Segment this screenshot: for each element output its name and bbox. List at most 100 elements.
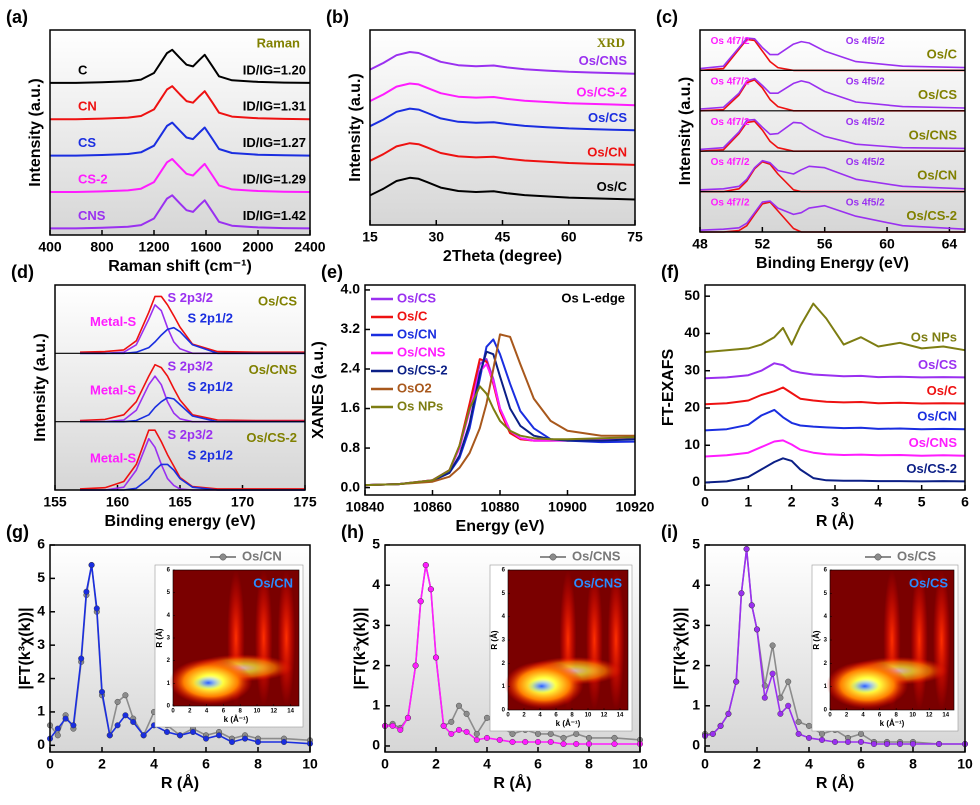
inset-x-tick-label: 14: [942, 713, 949, 719]
plot-frame: [704, 544, 966, 753]
legend-marker: [549, 553, 557, 561]
data-point: [54, 732, 61, 739]
legend-label: Os/C: [397, 308, 428, 323]
y-tick-label: 40: [684, 324, 700, 340]
data-point: [795, 730, 802, 737]
inset-y-label: R (Å): [155, 628, 164, 647]
inset-title: Os/CS: [909, 575, 948, 590]
x-tick-label: 6: [857, 756, 865, 772]
inset-x-label: k (Å⁻¹): [556, 719, 581, 728]
ratio-annotation: ID/IG=1.20: [243, 62, 306, 77]
subpanel-name: Os/CNS: [909, 127, 958, 142]
legend-label: Os/CS-2: [397, 362, 448, 377]
series-line: [699, 159, 966, 191]
data-point: [845, 738, 852, 745]
data-point: [78, 655, 85, 662]
data-point: [241, 735, 248, 742]
y-tick-label: 3.2: [341, 320, 361, 336]
inset-y-label: R (Å): [490, 630, 499, 649]
inset-x-tick-label: 0: [506, 713, 510, 719]
x-tick-label: 56: [817, 236, 833, 252]
x-tick-label: 2: [98, 756, 106, 772]
x-axis-label: R (Å): [816, 511, 854, 530]
data-point: [463, 728, 470, 735]
x-axis-label: Binding Energy (eV): [756, 255, 909, 272]
legend-label: Os/CN: [397, 326, 437, 341]
x-tick-label: 0: [701, 494, 709, 510]
inset-y-tick-label: 3: [824, 638, 828, 644]
data-point: [176, 732, 183, 739]
data-point: [455, 726, 462, 733]
x-axis-label: R (Å): [493, 773, 531, 792]
y-tick-label: 3: [372, 616, 380, 632]
data-point: [560, 740, 567, 747]
y-tick-label: 0: [37, 736, 45, 752]
data-point: [448, 730, 455, 737]
x-tick-label: 6: [202, 756, 210, 772]
series-label: Os NPs: [911, 330, 957, 345]
data-point: [819, 736, 826, 743]
data-point: [819, 730, 826, 737]
legend-marker: [219, 553, 227, 561]
data-point: [122, 712, 129, 719]
data-point: [88, 562, 95, 569]
data-point: [122, 692, 129, 699]
peak-label: S 2p3/2: [168, 290, 214, 305]
y-tick-label: 3: [692, 616, 700, 632]
x-tick-label: 52: [755, 236, 771, 252]
ratio-annotation: ID/IG=1.27: [243, 135, 306, 150]
x-tick-label: 4: [874, 494, 882, 510]
x-tick-label: 75: [627, 229, 643, 245]
data-point: [573, 740, 580, 747]
x-tick-label: 2000: [242, 239, 273, 255]
heatmap-ridge: [607, 570, 625, 710]
data-point: [389, 722, 396, 729]
x-axis-label: Raman shift (cm⁻¹): [108, 258, 252, 275]
series-line: [369, 82, 636, 107]
data-point: [743, 546, 750, 553]
y-tick-label: 3: [37, 636, 45, 652]
series-line: [699, 200, 966, 231]
panel-note: Os L-edge: [561, 290, 625, 305]
data-point: [412, 662, 419, 669]
inset-y-tick-label: 0: [167, 704, 171, 710]
peak-label: S 2p1/2: [188, 447, 234, 462]
series-label: CN: [78, 99, 97, 114]
inset-x-tick-label: 14: [287, 709, 294, 715]
peak-label: Os 4f7/2: [711, 76, 750, 87]
plot-frame: [699, 29, 966, 233]
y-tick-label: 4: [692, 576, 700, 592]
inset-x-tick-label: 12: [926, 713, 933, 719]
data-point: [547, 738, 554, 745]
series-line: [699, 37, 966, 70]
x-tick-label: 5: [918, 494, 926, 510]
inset-x-tick-label: 14: [617, 713, 624, 719]
data-point: [130, 718, 137, 725]
peak-label: Os 4f5/2: [846, 157, 885, 168]
inset-y-tick-label: 0: [502, 708, 506, 714]
panel-label: (i): [661, 522, 678, 542]
wavelet-heatmap: [826, 570, 954, 710]
data-point: [611, 734, 618, 741]
inset-y-tick-label: 4: [824, 614, 828, 620]
data-point: [62, 715, 69, 722]
legend-label: Os/CS: [897, 548, 936, 563]
x-tick-label: 170: [231, 494, 255, 510]
peak-label: Os 4f7/2: [711, 157, 750, 168]
y-tick-label: 1: [692, 696, 700, 712]
data-point: [858, 738, 865, 745]
peak-label: Os 4f5/2: [846, 36, 885, 47]
series-label: C: [78, 62, 88, 77]
data-point: [884, 740, 891, 747]
data-point: [936, 740, 943, 747]
data-point: [509, 730, 516, 737]
ratio-annotation: ID/IG=1.29: [243, 171, 306, 186]
data-point: [106, 732, 113, 739]
peak-label: Os 4f5/2: [846, 76, 885, 87]
inset-y-tick-label: 6: [824, 568, 828, 574]
x-tick-label: 0: [701, 756, 709, 772]
data-point: [202, 735, 209, 742]
inset-y-tick-label: 1: [502, 684, 506, 690]
x-tick-label: 64: [942, 236, 958, 252]
data-point: [785, 702, 792, 709]
